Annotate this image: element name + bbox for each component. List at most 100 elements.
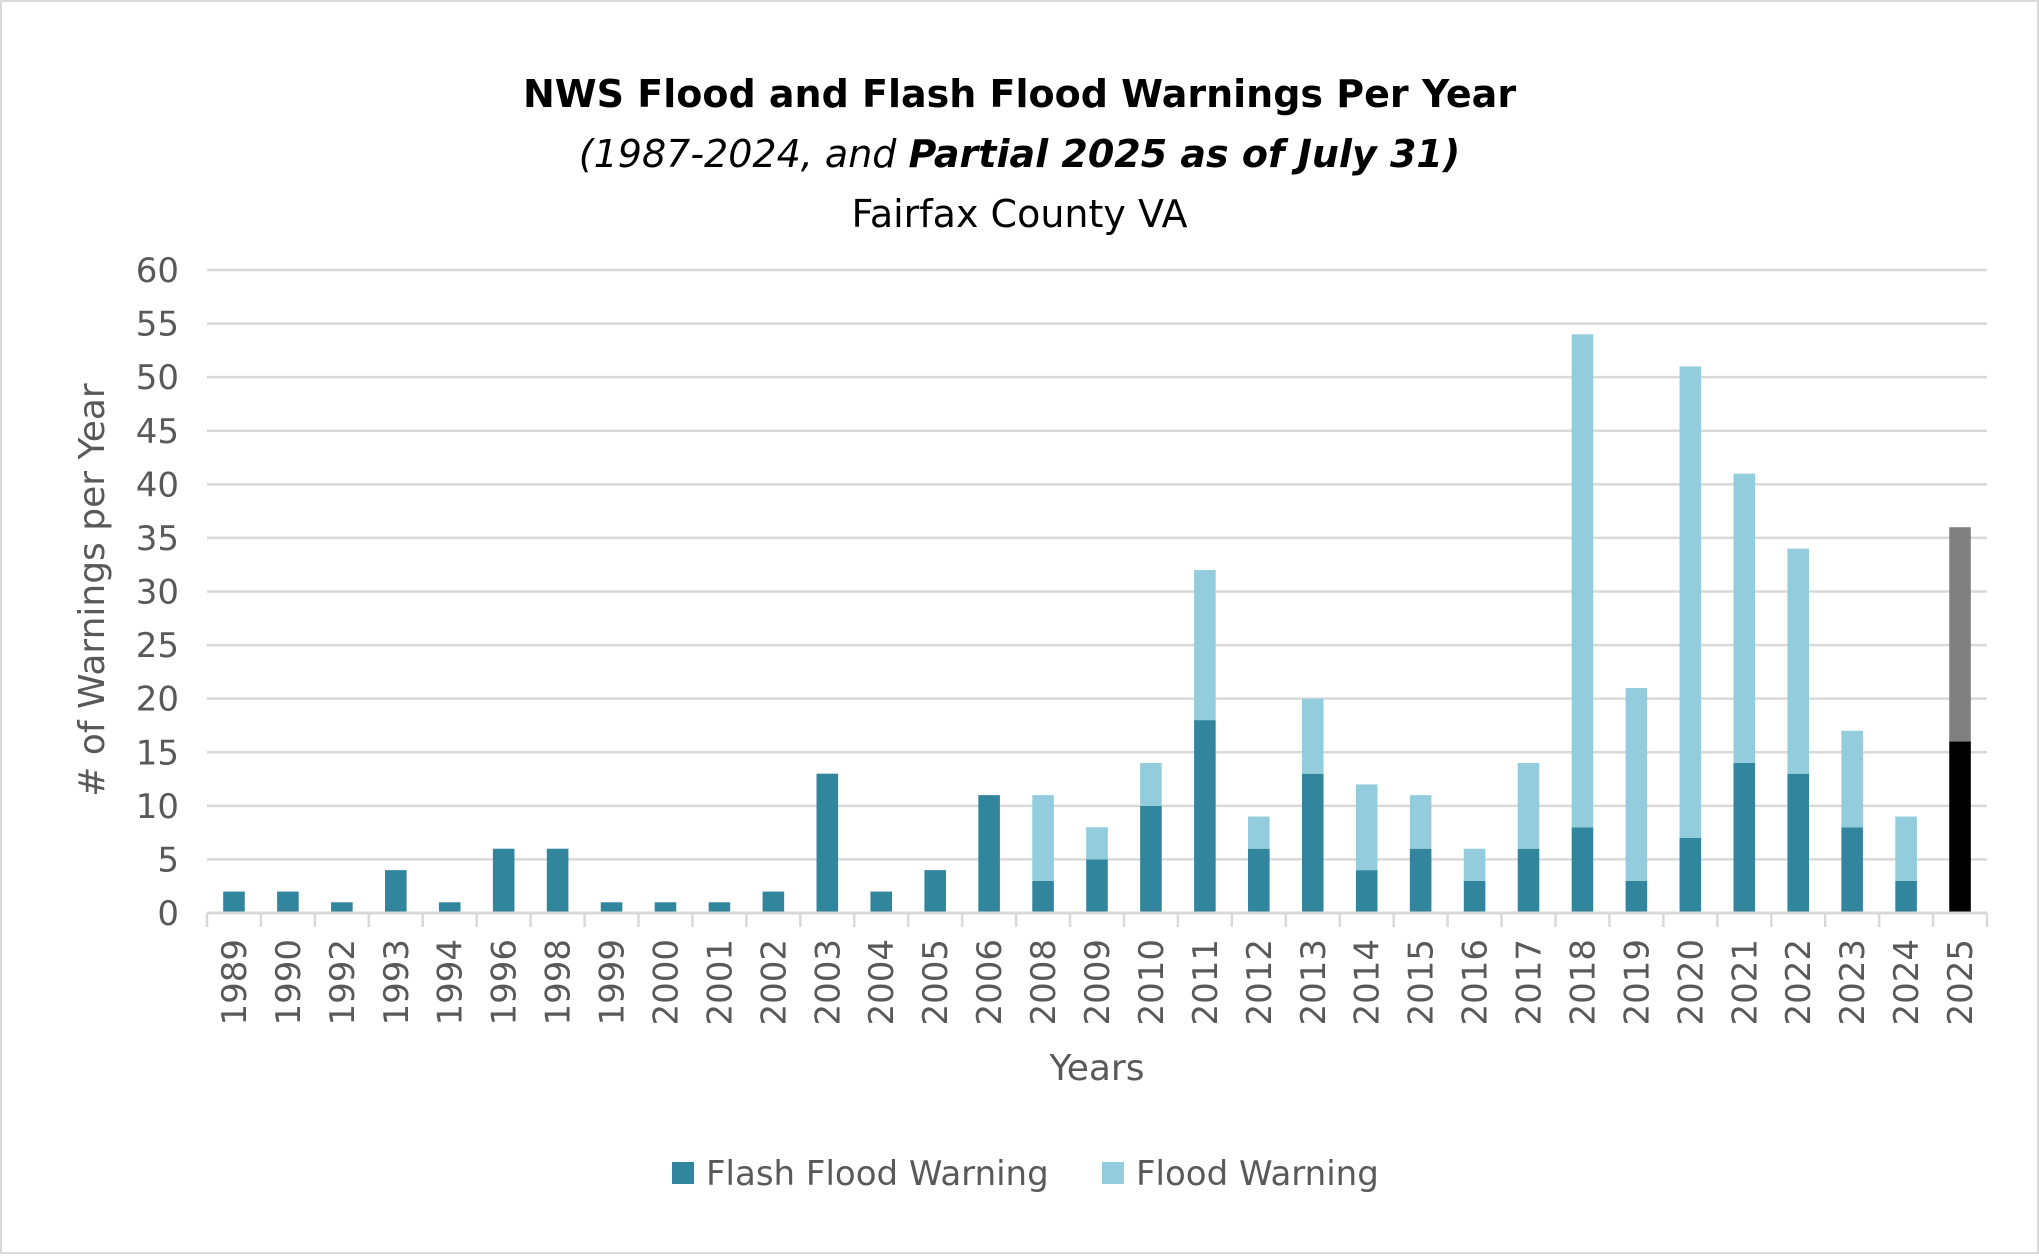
- legend-label: Flash Flood Warning: [706, 1154, 1049, 1194]
- bar-flash-flood-2003: [816, 773, 839, 913]
- bar-flood-2013: [1301, 698, 1324, 774]
- x-tick-label: 1990: [269, 939, 309, 1026]
- bar-flood-2012: [1248, 816, 1270, 849]
- x-tick-label: 1999: [593, 939, 633, 1026]
- chart-subtitle-bold: Partial 2025 as of July 31): [908, 132, 1461, 176]
- y-tick-label: 5: [157, 840, 179, 880]
- x-axis-title: Years: [1049, 1048, 1145, 1089]
- x-tick-label: 1993: [377, 939, 417, 1026]
- bar-flash-flood-2020: [1679, 837, 1702, 913]
- x-tick-label: 2014: [1348, 939, 1388, 1026]
- bar-flood-2018: [1571, 334, 1594, 828]
- y-tick-label: 15: [136, 733, 179, 773]
- bar-flood-2022: [1787, 548, 1809, 774]
- bar-flood-2025: [1949, 527, 1971, 742]
- bar-flash-flood-2006: [978, 795, 1000, 913]
- x-tick-label: 2006: [970, 939, 1010, 1026]
- bar-flash-flood-2013: [1301, 773, 1324, 913]
- bar-flood-2020: [1679, 366, 1702, 838]
- y-tick-labels: 0 5 10 15 20 25 30 35 40 45 50 55 60: [136, 251, 179, 934]
- x-tick-label: 2012: [1240, 939, 1280, 1026]
- legend-swatch: [672, 1162, 694, 1184]
- bar-flash-flood-2011: [1194, 720, 1216, 913]
- bar-flash-flood-2021: [1733, 762, 1756, 913]
- x-tick-label: 2010: [1132, 939, 1172, 1026]
- bar-flood-2014: [1355, 784, 1378, 871]
- bar-flash-flood-2015: [1409, 848, 1432, 913]
- y-tick-label: 20: [136, 680, 179, 720]
- bar-flash-flood-2009: [1086, 859, 1108, 913]
- x-tick-label: 2003: [808, 939, 848, 1026]
- legend-swatch: [1102, 1162, 1124, 1184]
- bar-flash-flood-2010: [1140, 805, 1162, 913]
- x-tick-label: 1998: [539, 939, 579, 1026]
- x-tick-label: 2013: [1294, 939, 1334, 1026]
- bar-flood-2009: [1086, 827, 1108, 860]
- y-axis-title: # of Warnings per Year: [72, 383, 113, 797]
- x-tick-label: 2024: [1887, 939, 1927, 1026]
- x-tick-label: 2017: [1510, 939, 1550, 1026]
- chart-title: NWS Flood and Flash Flood Warnings Per Y…: [522, 72, 1517, 116]
- y-tick-label: 35: [136, 519, 179, 559]
- chart-subtitle-prefix: (1987-2024, and: [578, 132, 909, 176]
- x-axis: [205, 911, 1989, 927]
- x-tick-label: 2004: [862, 939, 902, 1026]
- bar-flood-2016: [1463, 848, 1486, 881]
- bar-flood-2011: [1194, 570, 1216, 721]
- bar-flash-flood-2022: [1787, 773, 1809, 913]
- bar-flood-2015: [1409, 795, 1432, 849]
- y-tick-label: 45: [136, 412, 179, 452]
- bar-flood-2008: [1032, 795, 1054, 881]
- bar-flash-flood-2012: [1248, 848, 1270, 913]
- x-tick-label: 1992: [323, 939, 363, 1026]
- legend: Flash Flood Warning Flood Warning: [672, 1154, 1379, 1194]
- bar-flash-flood-1998: [546, 848, 569, 913]
- x-tick-label: 2023: [1833, 939, 1873, 1026]
- bar-flash-flood-2016: [1463, 880, 1486, 913]
- y-tick-label: 10: [136, 787, 179, 827]
- bar-flash-flood-1994: [438, 902, 461, 913]
- bar-flash-flood-1996: [492, 848, 515, 913]
- x-tick-label: 2020: [1671, 939, 1711, 1026]
- y-tick-label: 0: [157, 894, 179, 934]
- x-tick-label: 1994: [431, 939, 471, 1026]
- bar-flood-2017: [1517, 762, 1540, 849]
- bar-flash-flood-2002: [762, 891, 785, 913]
- x-tick-label: 2008: [1024, 939, 1064, 1026]
- x-tick-label: 2011: [1186, 939, 1226, 1026]
- bar-flash-flood-2023: [1841, 827, 1863, 913]
- bar-flash-flood-1993: [385, 870, 407, 913]
- bar-flash-flood-2017: [1517, 848, 1540, 913]
- y-tick-label: 50: [136, 358, 179, 398]
- x-tick-label: 2021: [1725, 939, 1765, 1026]
- bar-flash-flood-2018: [1571, 827, 1594, 913]
- x-tick-labels: 1989 1990 1992 1993 1994 1996 1998 1999 2000 2001…: [215, 939, 1981, 1026]
- x-tick-label: 2015: [1402, 939, 1442, 1026]
- bar-flash-flood-2019: [1625, 880, 1648, 913]
- bar-flash-flood-2008: [1032, 880, 1054, 913]
- x-tick-label: 1989: [215, 939, 255, 1026]
- x-tick-label: 2005: [916, 939, 956, 1026]
- bar-flash-flood-2014: [1355, 870, 1378, 913]
- bar-flood-2023: [1841, 730, 1863, 828]
- y-tick-label: 25: [136, 626, 179, 666]
- bars: [223, 334, 1971, 913]
- y-tick-label: 55: [136, 305, 179, 345]
- bar-flash-flood-1990: [277, 891, 299, 913]
- bar-flood-2021: [1733, 473, 1756, 763]
- x-tick-label: 2001: [700, 939, 740, 1026]
- x-tick-label: 1996: [485, 939, 525, 1026]
- x-tick-label: 2000: [646, 939, 686, 1026]
- bar-flood-2024: [1895, 816, 1917, 881]
- x-tick-label: 2022: [1779, 939, 1819, 1026]
- legend-label: Flood Warning: [1136, 1154, 1379, 1194]
- bar-flood-2019: [1625, 687, 1648, 881]
- x-tick-label: 2025: [1941, 939, 1981, 1026]
- x-tick-label: 2002: [754, 939, 794, 1026]
- bar-flash-flood-2025: [1949, 741, 1971, 913]
- x-tick-label: 2018: [1563, 939, 1603, 1026]
- chart-subtitle-2: Fairfax County VA: [851, 192, 1188, 236]
- bar-flash-flood-2000: [654, 902, 677, 913]
- bar-flash-flood-1989: [223, 891, 245, 913]
